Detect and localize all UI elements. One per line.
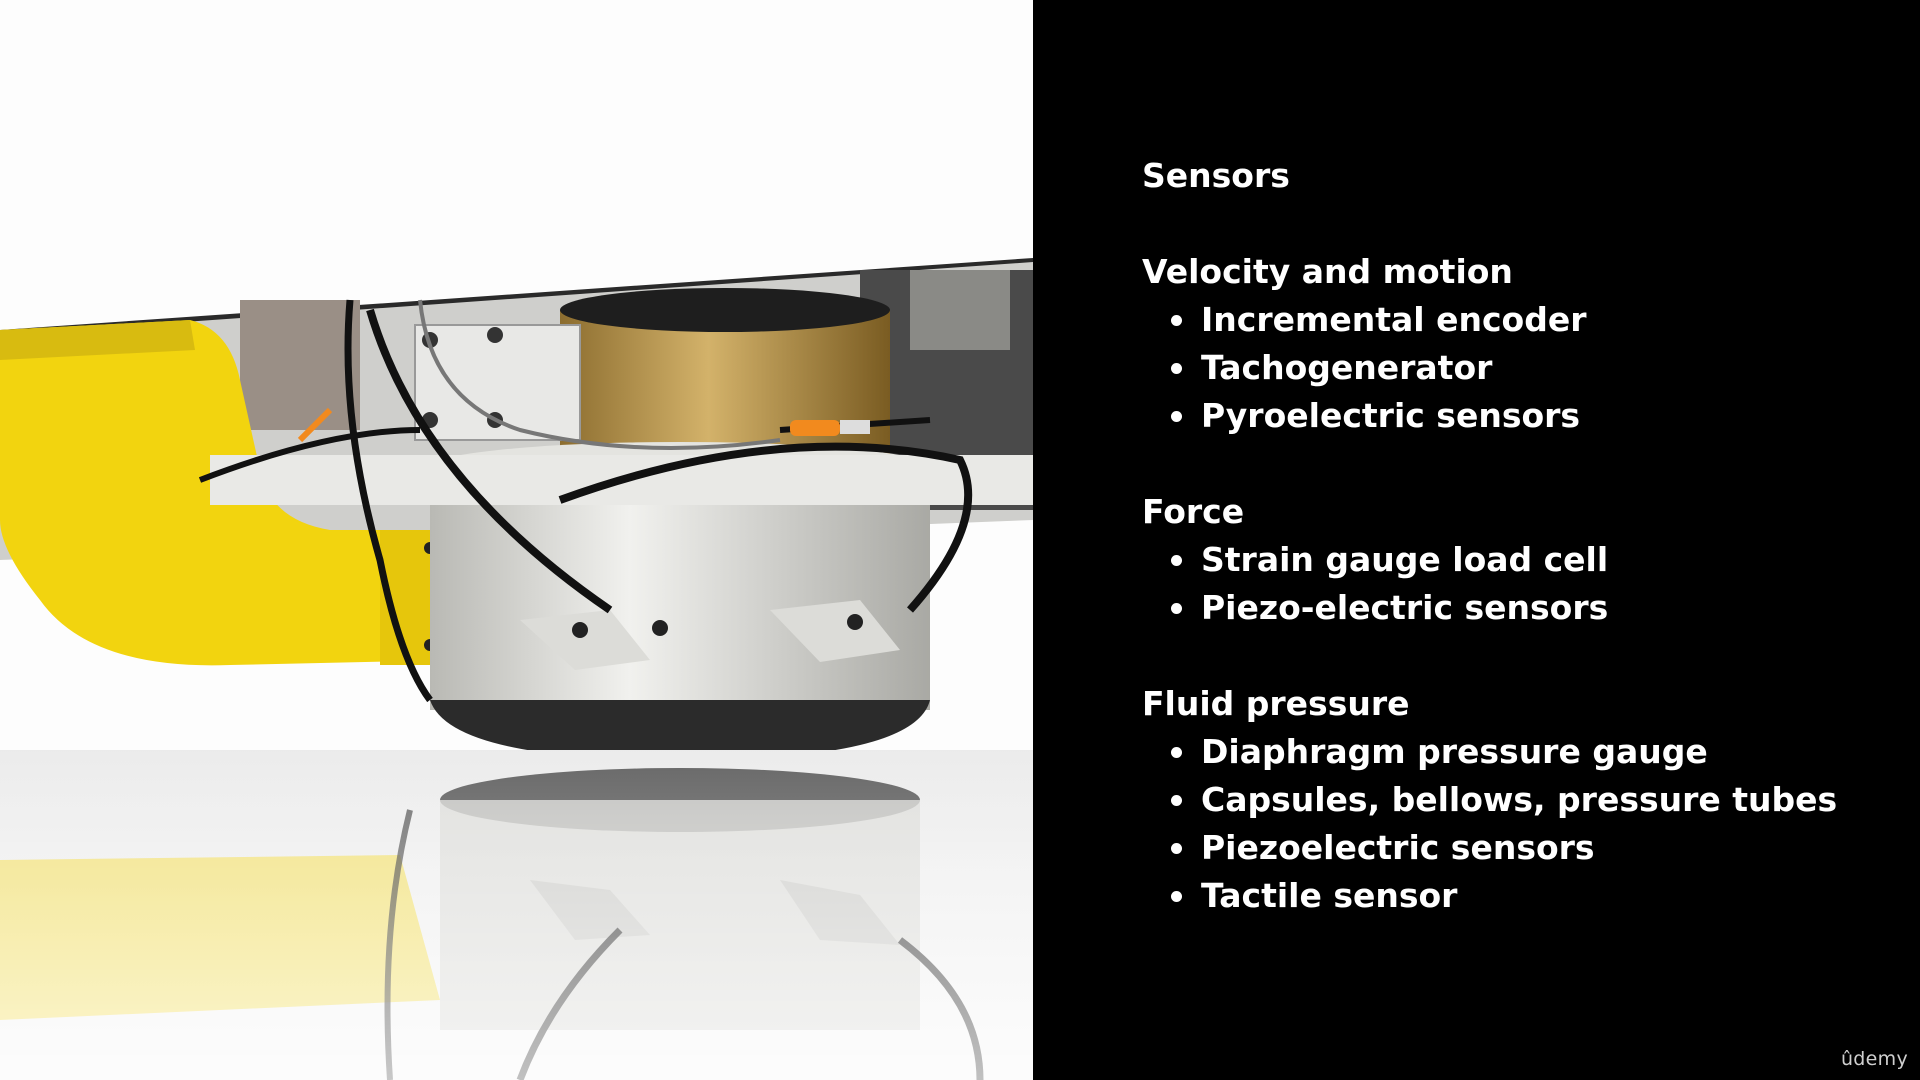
section-heading-fluid-pressure: Fluid pressure xyxy=(1142,684,1410,723)
list-item: Tactile sensor xyxy=(1142,872,1837,920)
bullet-icon xyxy=(1171,603,1182,614)
list-item: Pyroelectric sensors xyxy=(1142,392,1837,440)
slide-photo xyxy=(0,0,1033,1080)
list-item: Diaphragm pressure gauge xyxy=(1142,728,1837,776)
bullet-icon xyxy=(1171,891,1182,902)
list-item: Piezoelectric sensors xyxy=(1142,824,1837,872)
list-item: Tachogenerator xyxy=(1142,344,1837,392)
list-item: Incremental encoder xyxy=(1142,296,1837,344)
slide-title: Sensors xyxy=(1142,156,1290,195)
list-item: Piezo-electric sensors xyxy=(1142,584,1837,632)
udemy-watermark: ûdemy xyxy=(1840,1048,1908,1070)
slide-text-panel: Sensors Velocity and motion Incremental … xyxy=(1033,0,1920,1080)
slide-content: Sensors Velocity and motion Incremental … xyxy=(1142,152,1837,920)
bullet-icon xyxy=(1171,315,1182,326)
list-item: Strain gauge load cell xyxy=(1142,536,1837,584)
bullet-icon xyxy=(1171,555,1182,566)
list-item: Capsules, bellows, pressure tubes xyxy=(1142,776,1837,824)
bullet-icon xyxy=(1171,363,1182,374)
section-heading-force: Force xyxy=(1142,492,1245,531)
bullet-icon xyxy=(1171,411,1182,422)
bullet-icon xyxy=(1171,843,1182,854)
robot-gripper-photo xyxy=(0,258,1033,1080)
bullet-icon xyxy=(1171,747,1182,758)
section-heading-velocity: Velocity and motion xyxy=(1142,252,1513,291)
bullet-icon xyxy=(1171,795,1182,806)
